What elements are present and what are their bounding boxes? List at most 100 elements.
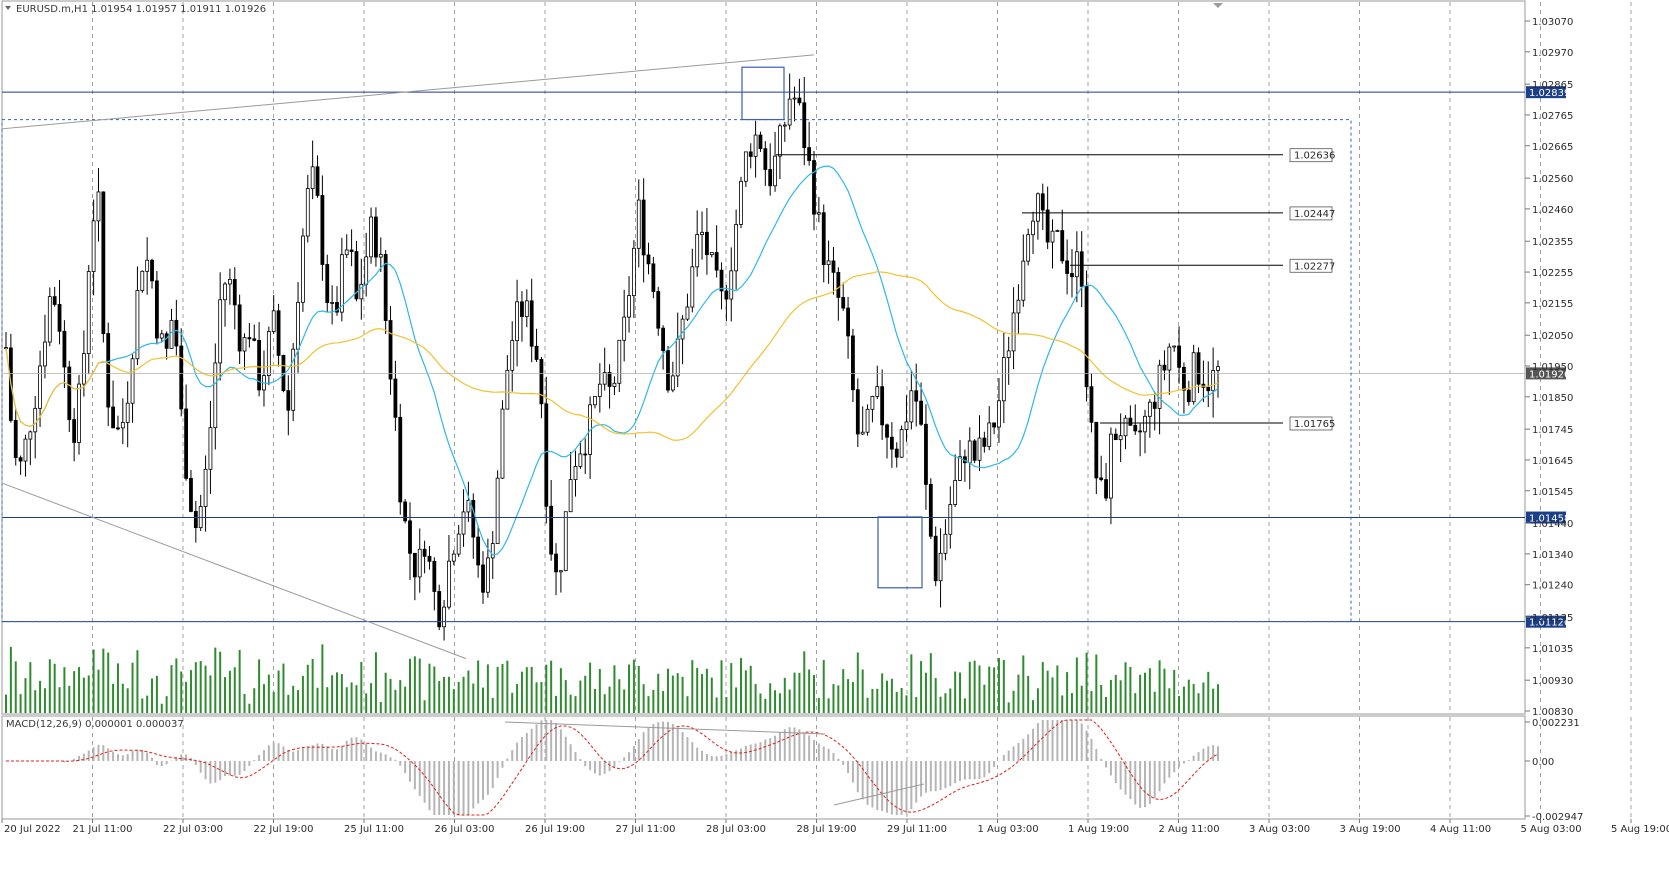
symbol-info: EURUSD.m,H1 1.01954 1.01957 1.01911 1.01… <box>16 4 266 15</box>
symbol-dropdown-icon[interactable] <box>5 6 11 10</box>
level-price-label: 1.02839 <box>1529 88 1570 99</box>
candle-body <box>120 422 125 429</box>
upper-trend-line <box>1 54 815 130</box>
candle-body <box>904 421 909 430</box>
candle-body <box>554 553 558 573</box>
candle-body <box>189 477 193 512</box>
candle-body <box>140 270 145 291</box>
price-tick-label: 1.01645 <box>1532 456 1573 467</box>
time-axis: 20 Jul 2022 21 Jul 11:00 22 Jul 03:00 22 Ju… <box>1 819 1669 835</box>
candle-body <box>807 147 812 161</box>
candle-body <box>632 247 636 297</box>
candle-body <box>111 406 115 429</box>
candle-body <box>1079 251 1084 287</box>
candle-body <box>1026 234 1031 262</box>
time-tick-label: 22 Jul 03:00 <box>163 824 223 835</box>
time-tick-label: 28 Jul 19:00 <box>797 824 857 835</box>
candle-body <box>344 249 349 256</box>
time-tick-label: 25 Jul 11:00 <box>344 824 404 835</box>
time-tick-label: 5 Aug 03:00 <box>1521 824 1582 835</box>
fast-moving-average <box>5 165 1219 556</box>
candle-body <box>549 505 554 555</box>
candle-body <box>666 350 670 391</box>
price-tick-label: 1.02355 <box>1532 237 1573 248</box>
candle-body <box>417 548 422 578</box>
time-tick-label: 21 Jul 11:00 <box>73 824 133 835</box>
candle-body <box>583 453 588 456</box>
candle-body <box>1060 230 1065 262</box>
candle-body <box>573 465 578 481</box>
macd-plot-frame <box>1 715 1526 820</box>
candle-body <box>782 124 787 127</box>
candle-body <box>846 307 850 337</box>
candle-body <box>729 270 734 300</box>
candle-body <box>47 296 52 343</box>
candle-body <box>1099 477 1104 480</box>
candle-body <box>734 223 739 272</box>
candle-body <box>563 511 568 572</box>
candle-body <box>174 319 179 347</box>
candle-body <box>802 102 807 148</box>
candle-body <box>1123 417 1128 437</box>
candle-body <box>602 372 607 385</box>
candle-body <box>1211 370 1216 392</box>
candle-body <box>1016 299 1021 314</box>
macd-tick-label: -0.002947 <box>1532 812 1583 823</box>
price-tick-label: 1.00930 <box>1532 676 1573 687</box>
candle-body <box>125 402 130 423</box>
candle-body <box>851 335 855 391</box>
time-tick-label: 4 Aug 11:00 <box>1430 824 1491 835</box>
candle-body <box>607 372 612 387</box>
macd-tick-label: 0.002231 <box>1532 718 1580 729</box>
candle-body <box>705 231 709 256</box>
candle-body <box>38 365 42 409</box>
candle-body <box>13 420 18 459</box>
low-marker-box <box>877 516 923 589</box>
candle-body <box>870 396 875 410</box>
candle-body <box>135 290 140 360</box>
candle-body <box>159 333 164 339</box>
candle-body <box>1162 364 1167 371</box>
current-price-badge <box>1526 367 1566 380</box>
candle-body <box>179 345 184 410</box>
time-tick-label: 26 Jul 19:00 <box>525 824 585 835</box>
candle-body <box>232 279 237 306</box>
time-tick-label: 3 Aug 03:00 <box>1249 824 1310 835</box>
candle-body <box>520 301 524 317</box>
candle-body <box>1157 364 1162 409</box>
candle-body <box>77 383 81 443</box>
candle-body <box>885 424 889 438</box>
candle-body <box>1089 386 1094 423</box>
price-tick-label: 1.02560 <box>1532 174 1573 185</box>
candle-body <box>836 271 841 298</box>
candle-body <box>408 520 412 554</box>
time-tick-label: 22 Jul 19:00 <box>254 824 314 835</box>
candle-body <box>184 408 188 479</box>
candle-body <box>339 254 344 313</box>
candle-body <box>739 180 743 225</box>
candle-body <box>1138 430 1143 433</box>
candle-body <box>437 591 442 628</box>
candle-body <box>476 536 481 566</box>
macd-tick-label: 0.00 <box>1532 757 1554 768</box>
candle-body <box>1206 386 1211 392</box>
candle-body <box>816 212 821 215</box>
chart-shift-marker-icon[interactable] <box>1213 3 1223 8</box>
candle-body <box>398 416 403 503</box>
candle-body <box>1147 401 1152 417</box>
high-marker-box <box>741 66 785 121</box>
candle-body <box>909 390 914 423</box>
candle-body <box>412 552 417 578</box>
candle-body <box>495 477 500 544</box>
annotation-box <box>1289 416 1333 431</box>
candle-body <box>213 362 218 429</box>
volume-bars <box>5 644 1219 713</box>
candle-body <box>1133 424 1138 432</box>
candle-body <box>301 235 305 303</box>
candle-body <box>1143 415 1147 433</box>
candle-body <box>539 359 544 405</box>
candle-body <box>524 300 529 317</box>
candle-body <box>315 166 320 196</box>
candle-body <box>967 440 972 464</box>
